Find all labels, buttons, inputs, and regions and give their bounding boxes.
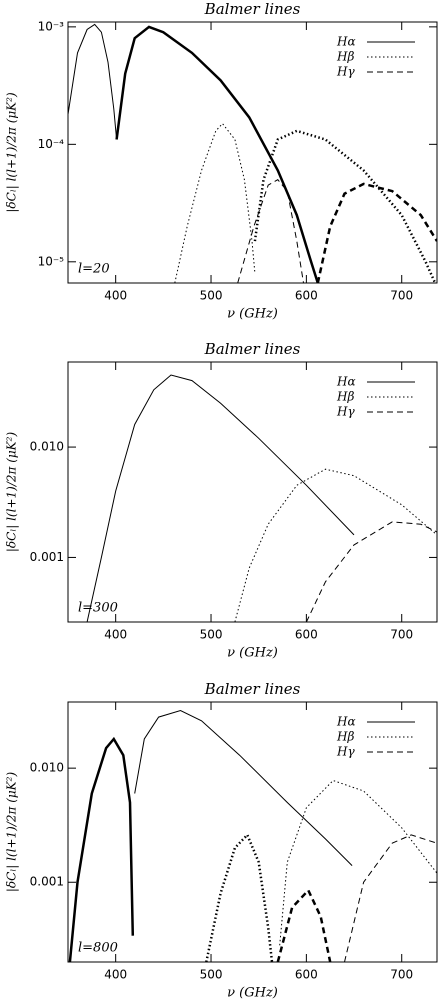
y-tick-label: 10⁻³ xyxy=(38,19,65,33)
x-tick-label: 400 xyxy=(104,628,127,642)
series-line xyxy=(276,888,332,962)
plot-frame xyxy=(67,701,438,963)
legend-label: Hγ xyxy=(336,745,355,759)
y-tick-label: 0.010 xyxy=(30,440,64,454)
legend-label: Hβ xyxy=(336,390,354,404)
series-line xyxy=(68,23,118,140)
x-tick-label: 500 xyxy=(200,628,223,642)
annotation: l=20 xyxy=(78,262,110,277)
x-tick-label: 700 xyxy=(390,968,413,982)
annotation: l=800 xyxy=(78,941,118,956)
x-tick-label: 400 xyxy=(104,289,127,303)
series-line xyxy=(279,779,437,946)
legend-label: Hγ xyxy=(336,405,355,419)
plot-frame xyxy=(67,21,438,284)
legend-label: Hβ xyxy=(336,730,354,744)
y-tick-label: 0.001 xyxy=(30,550,64,564)
x-axis-label: ν (GHz) xyxy=(227,646,278,661)
series-line xyxy=(174,122,256,283)
y-axis-label: |δCₗ| l(l+1)/2π (μK²) xyxy=(5,92,19,213)
legend-label: Hα xyxy=(336,35,356,49)
y-tick-label: 10⁻⁵ xyxy=(38,254,65,268)
series-line xyxy=(316,182,437,283)
x-tick-label: 600 xyxy=(295,628,318,642)
series-line xyxy=(68,736,135,962)
legend-label: Hγ xyxy=(336,65,355,79)
series-line xyxy=(115,25,319,283)
y-tick-label: 0.010 xyxy=(30,761,64,775)
series-line xyxy=(237,179,304,283)
series-line xyxy=(305,521,437,622)
chart-title: Balmer lines xyxy=(204,340,301,358)
y-tick-label: 0.001 xyxy=(30,875,64,889)
series-line xyxy=(253,129,437,283)
x-tick-label: 500 xyxy=(200,968,223,982)
y-axis-label: |δCₗ| l(l+1)/2π (μK²) xyxy=(5,432,19,553)
series-line xyxy=(134,709,353,866)
x-tick-label: 700 xyxy=(390,289,413,303)
chart-title: Balmer lines xyxy=(204,680,301,698)
chart-title: Balmer lines xyxy=(204,0,301,18)
x-tick-label: 400 xyxy=(104,968,127,982)
y-tick-label: 10⁻⁴ xyxy=(38,137,65,151)
x-tick-label: 600 xyxy=(295,968,318,982)
legend-label: Hα xyxy=(336,375,356,389)
legend-label: Hβ xyxy=(336,50,354,64)
legend-label: Hα xyxy=(336,715,356,729)
annotation: l=300 xyxy=(78,601,118,616)
series-line xyxy=(86,374,355,622)
x-axis-label: ν (GHz) xyxy=(227,986,278,1001)
series-line xyxy=(344,834,437,962)
series-line xyxy=(234,468,437,622)
x-tick-label: 600 xyxy=(295,289,318,303)
x-tick-label: 700 xyxy=(390,628,413,642)
x-axis-label: ν (GHz) xyxy=(227,307,278,322)
y-axis-label: |δCₗ| l(l+1)/2π (μK²) xyxy=(5,772,19,893)
series-line xyxy=(205,832,274,962)
x-tick-label: 500 xyxy=(200,289,223,303)
plot-frame xyxy=(67,361,438,623)
